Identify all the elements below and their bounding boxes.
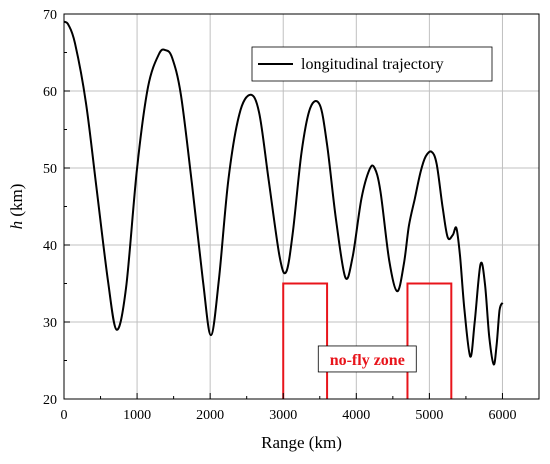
x-tick-label-5000: 5000 — [415, 408, 443, 423]
x-tick-label-2000: 2000 — [196, 408, 224, 423]
no-fly-zone-annotation: no-fly zone — [317, 345, 417, 373]
y-tick-label-60: 60 — [43, 85, 57, 100]
y-tick-label-70: 70 — [43, 8, 57, 23]
y-axis-title: h (km) — [7, 184, 26, 230]
legend-label-longitudinal-trajectory: longitudinal trajectory — [301, 56, 444, 73]
x-tick-label-1000: 1000 — [123, 408, 151, 423]
y-tick-label-40: 40 — [43, 239, 57, 254]
x-tick-label-3000: 3000 — [269, 408, 297, 423]
x-tick-label-0: 0 — [61, 408, 68, 423]
no-fly-zone-1 — [282, 282, 329, 399]
y-tick-labels: 20 30 40 50 60 70 — [43, 8, 57, 408]
y-axis-symbol: h — [7, 221, 26, 230]
no-fly-zone-label: no-fly zone — [330, 352, 405, 369]
x-axis-title: Range (km) — [261, 433, 342, 452]
no-fly-zone-label-box — [317, 345, 417, 373]
legend: longitudinal trajectory — [251, 46, 493, 82]
y-tick-label-30: 30 — [43, 316, 57, 331]
x-tick-label-6000: 6000 — [488, 408, 516, 423]
y-tick-label-20: 20 — [43, 393, 57, 408]
series-line-longitudinal-trajectory — [63, 20, 504, 366]
y-tick-label-50: 50 — [43, 162, 57, 177]
no-fly-zone-2 — [406, 282, 453, 399]
axis-ticks — [63, 13, 503, 400]
x-tick-labels: 0 1000 2000 3000 4000 5000 6000 — [61, 408, 517, 423]
x-tick-label-4000: 4000 — [342, 408, 370, 423]
no-fly-zones — [282, 282, 453, 399]
y-axis-unit: (km) — [7, 184, 26, 221]
